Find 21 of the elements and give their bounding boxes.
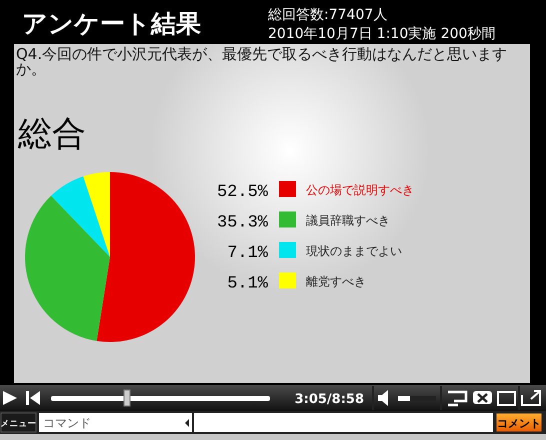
pie-slice <box>51 176 110 257</box>
data-label: 5.1% <box>227 274 269 294</box>
chart-subtitle: Q4.今回の件で小沢元代表が、最優先で取るべき行動はなんだと思いますか。 <box>16 45 508 78</box>
text: コマンド <box>43 416 91 430</box>
legend-label: 公の場で説明すべき <box>306 183 414 197</box>
chart-title: アンケート結果 <box>22 9 201 38</box>
legend-label: 議員辞職すべき <box>306 214 390 228</box>
pie-slice <box>25 196 110 341</box>
text: メニュー <box>0 419 36 429</box>
legend-label: 離党すべき <box>306 274 366 288</box>
data-label: 35.3% <box>216 214 269 232</box>
text: コメント <box>497 417 541 430</box>
pie-slice <box>96 172 195 342</box>
text: 総合 <box>17 114 86 154</box>
text: 総回答数:77407人 <box>267 7 388 23</box>
text: 2010年10月7日 1:10実施 200秒間 <box>268 26 496 42</box>
text: 3:05/8:58 <box>294 392 364 407</box>
data-label: 52.5% <box>216 183 269 202</box>
pie-slice <box>83 172 110 257</box>
legend-label: 現状のままでよい <box>306 244 402 258</box>
data-label: 7.1% <box>227 244 269 263</box>
